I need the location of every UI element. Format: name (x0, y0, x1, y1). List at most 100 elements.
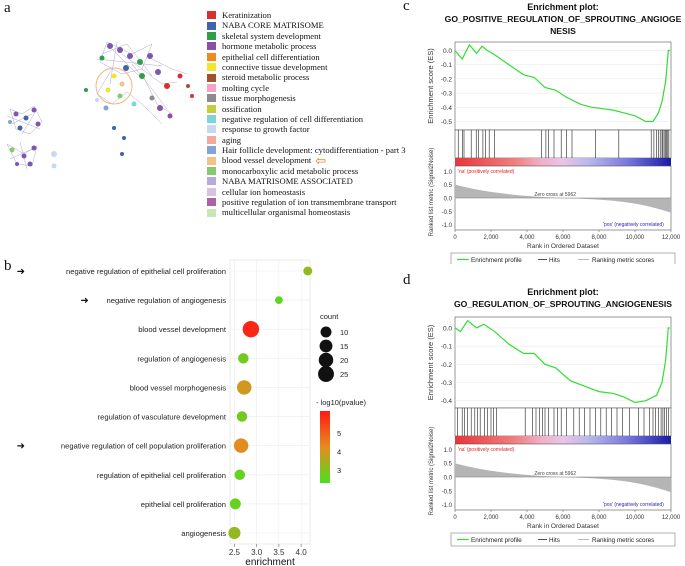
data-point (233, 438, 249, 453)
gsea-enrichment-plot-c: Enrichment plot: GO_POSITIVE_REGULATION_O… (426, 2, 682, 264)
es-tick-label: -0.3 (441, 91, 453, 98)
legend-item: Hair follicle development: cytodifferent… (207, 145, 406, 155)
legend-label: tissue morphogenesis (222, 93, 296, 104)
legend-swatch (207, 125, 216, 134)
legend-label: molting cycle (222, 82, 270, 93)
size-legend-title: count (320, 312, 339, 321)
data-point (234, 469, 246, 481)
x-axis-label: enrichment (245, 557, 295, 566)
legend-item: hormone metabolic process (207, 41, 406, 51)
zero-cross-label: Zero cross at 5962 (534, 471, 576, 477)
data-point (236, 380, 252, 395)
legend-profile-label: Enrichment profile (471, 257, 522, 264)
x-tick-label: 4.0 (296, 548, 308, 557)
term-label: blood vessel morphogenesis (130, 383, 226, 392)
metric-axis-label: Ranked list metric (Signal2Noise) (429, 148, 435, 237)
legend-label: cellular ion homeostasis (222, 186, 306, 197)
legend-swatch (207, 73, 216, 82)
size-legend-dot (319, 339, 333, 353)
ranking-metric-area (455, 463, 671, 493)
legend-item: multicellular organismal homeostasis (207, 207, 406, 217)
legend-swatch (207, 104, 216, 113)
size-legend-dot (318, 366, 334, 382)
positive-correlation-label: 'na' (positively correlated) (458, 169, 515, 175)
gsea-title: Enrichment plot: (527, 287, 599, 297)
legend-label: connective tissue development (222, 61, 328, 72)
gsea-title: GO_POSITIVE_REGULATION_OF_SPROUTING_ANGI… (445, 14, 682, 24)
data-point (229, 498, 241, 510)
legend-profile-label: Enrichment profile (471, 537, 522, 544)
metric-tick-label: 1.0 (444, 448, 453, 454)
es-tick-label: -0.1 (441, 62, 453, 69)
legend-item: monocarboxylic acid metabolic process (207, 166, 406, 176)
legend-metric-label: Ranking metric scores (592, 257, 654, 264)
x-tick-label: 3.0 (251, 548, 263, 557)
x-tick-label: 2.5 (229, 548, 241, 557)
legend-label: negative regulation of cell differentiat… (222, 113, 364, 124)
term-label: negative regulation of epithelial cell p… (66, 267, 226, 276)
metric-tick-label: 0.5 (444, 183, 453, 189)
x-tick-label: 0 (453, 515, 457, 521)
metric-tick-label: 0.5 (444, 462, 453, 468)
legend-swatch (207, 31, 216, 40)
legend-swatch (207, 11, 216, 20)
enrichment-network-graph (6, 41, 194, 170)
x-tick-label: 2,000 (483, 515, 499, 521)
enrichment-dot-plot: negative regulation of epithelial cell p… (17, 259, 367, 566)
legend-swatch (207, 167, 216, 176)
legend-swatch (207, 177, 216, 186)
data-point (303, 266, 313, 276)
es-tick-label: 0.0 (443, 48, 452, 55)
term-label: negative regulation of cell population p… (61, 442, 226, 451)
es-tick-label: 0.0 (443, 325, 452, 332)
size-legend-label: 10 (340, 328, 348, 337)
hits-panel (454, 129, 672, 159)
metric-axis-label: Ranked list metric (Signal2Noise) (429, 427, 435, 516)
x-tick-label: 12,000 (662, 515, 681, 521)
gsea-title: NESIS (550, 26, 576, 36)
legend-item: blood vessel development ⇦ (207, 153, 406, 169)
metric-tick-label: -0.5 (442, 489, 453, 495)
legend-swatch (207, 135, 216, 144)
legend-item: steroid metabolic process (207, 72, 406, 82)
legend-label: positive regulation of ion transmembrane… (222, 197, 397, 208)
legend-item: NABA MATRISOME ASSOCIATED (207, 176, 406, 186)
legend-item: response to growth factor (207, 124, 406, 134)
gsea-title: GO_REGULATION_OF_SPROUTING_ANGIOGENESIS (454, 299, 672, 309)
panel-label-a: a (4, 0, 11, 16)
legend-label: skeletal system development (222, 30, 321, 41)
x-tick-label: 2,000 (483, 235, 499, 241)
legend-label: Hair follicle development: cytodifferent… (222, 145, 406, 156)
legend-swatch (207, 63, 216, 72)
size-legend-label: 20 (340, 356, 348, 365)
legend-swatch (207, 21, 216, 30)
arrow-icon: ➜ (17, 441, 25, 452)
x-tick-label: 0 (453, 235, 457, 241)
legend-item: ossification (207, 104, 406, 114)
legend-item: positive regulation of ion transmembrane… (207, 197, 406, 207)
metric-tick-label: 0.0 (444, 476, 453, 482)
term-label: blood vessel development (138, 325, 227, 334)
gsea-enrichment-plot-d: Enrichment plot: GO_REGULATION_OF_SPROUTI… (426, 287, 681, 547)
legend-swatch (207, 156, 216, 165)
legend-item: Keratinization (207, 10, 406, 20)
legend-swatch (207, 146, 216, 155)
legend-swatch (207, 187, 216, 196)
term-label: regulation of angiogenesis (137, 354, 226, 363)
legend-label: steroid metabolic process (222, 72, 310, 83)
metric-tick-label: 0.0 (444, 197, 453, 203)
es-tick-label: -0.1 (441, 344, 453, 351)
legend-label: Keratinization (222, 10, 272, 20)
highlight-arrow-icon: ⇦ (315, 153, 327, 169)
color-legend-bar (320, 411, 330, 483)
legend-item: tissue morphogenesis (207, 93, 406, 103)
size-legend-dot (318, 352, 334, 368)
metric-tick-label: 1.0 (444, 170, 453, 176)
legend-item: aging (207, 135, 406, 145)
es-tick-label: -0.5 (441, 119, 453, 126)
arrow-icon: ➜ (17, 267, 25, 278)
legend-item: negative regulation of cell differentiat… (207, 114, 406, 124)
enrichment-profile-line (454, 43, 671, 123)
legend-item: skeletal system development (207, 31, 406, 41)
ranking-metric-area (455, 184, 671, 213)
